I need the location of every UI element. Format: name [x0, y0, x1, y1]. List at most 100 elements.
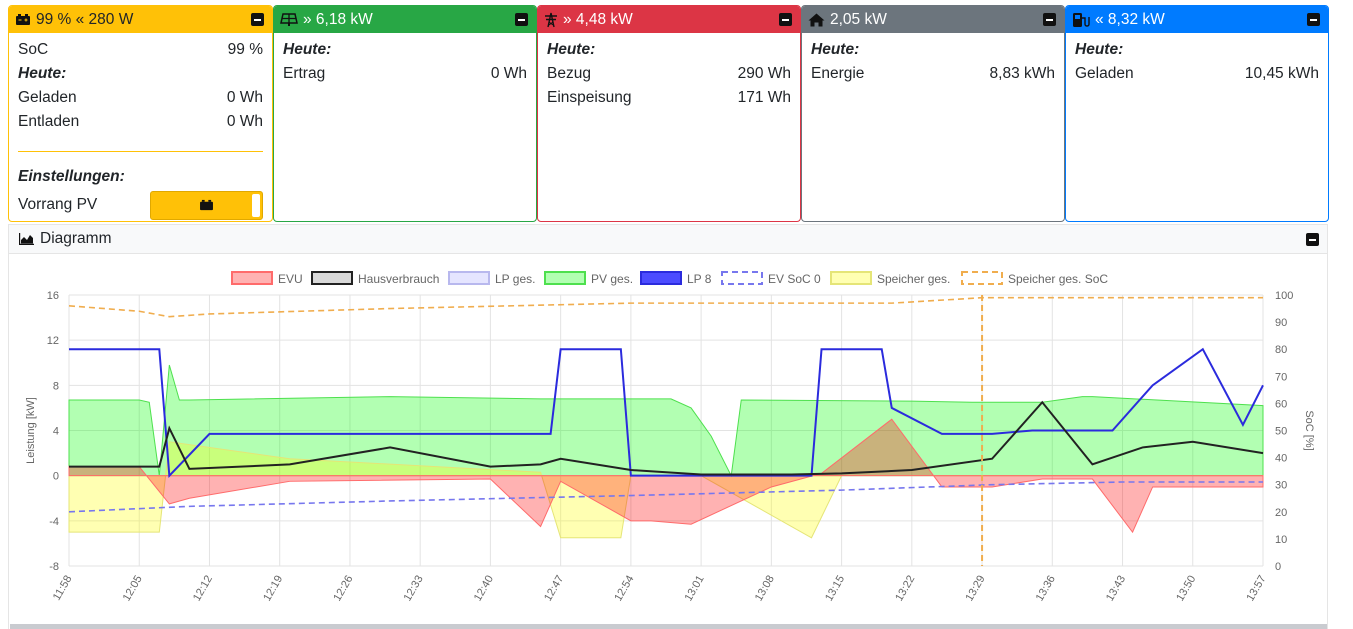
today-heading: Heute: [811, 41, 860, 58]
y-right-tick-label: 10 [1275, 534, 1287, 546]
y-left-tick-label: 4 [53, 426, 59, 438]
chart-area-icon [19, 233, 34, 245]
priority-toggle-button[interactable] [150, 190, 263, 220]
series-line-ev-soc-0 [68, 481, 1263, 513]
y-right-axis-label: SoC [%] [1303, 410, 1315, 450]
yield-label: Ertrag [283, 65, 326, 82]
soc-value: 99 % [227, 41, 263, 58]
series-area-speicher-ges- [68, 441, 1263, 539]
grid-header-text: » 4,48 kW [563, 10, 633, 28]
legend-swatch [448, 271, 490, 285]
minimize-icon[interactable] [515, 13, 528, 26]
minimize-icon[interactable] [1043, 13, 1056, 26]
pv-header-text: » 6,18 kW [303, 10, 373, 28]
legend-label: EVU [278, 272, 303, 286]
x-tick-label: 12:40 [472, 574, 496, 604]
import-label: Bezug [547, 65, 591, 82]
diagram-title: Diagramm [40, 230, 112, 247]
car-battery-icon [15, 13, 31, 26]
solar-panel-icon [280, 12, 298, 27]
y-right-tick-label: 70 [1275, 371, 1287, 383]
y-left-tick-label: 8 [53, 380, 59, 392]
x-tick-label: 12:12 [191, 574, 215, 604]
series-line-speicher-ges-soc [68, 296, 1263, 318]
divider [18, 151, 263, 152]
legend-swatch [311, 271, 353, 285]
charged-label: Geladen [18, 89, 77, 106]
x-tick-label: 12:19 [261, 574, 285, 604]
settings-heading: Einstellungen: [18, 168, 125, 185]
pv-card: » 6,18 kW Heute: Ertrag 0 Wh [273, 5, 537, 222]
legend-swatch [721, 271, 763, 285]
battery-header-text: 99 % « 280 W [36, 10, 134, 28]
y-right-tick-label: 30 [1275, 480, 1287, 492]
battery-card: 99 % « 280 W SoC 99 % Heute: Geladen 0 Wh … [8, 5, 273, 222]
y-left-tick-label: 16 [47, 290, 59, 302]
legend-swatch [640, 271, 682, 285]
energy-label: Energie [811, 65, 865, 82]
discharged-value: 0 Wh [226, 113, 263, 130]
x-tick-label: 12:54 [612, 574, 636, 604]
chart-series [68, 295, 1264, 566]
today-heading: Heute: [547, 41, 596, 58]
charging-station-icon [1072, 12, 1090, 28]
series-area-pv-ges- [68, 364, 1264, 478]
grid-card-header[interactable]: » 4,48 kW [538, 6, 800, 33]
today-heading: Heute: [1075, 41, 1124, 58]
house-card: 2,05 kW Heute: Energie 8,83 kWh [801, 5, 1065, 222]
x-tick-label: 12:26 [331, 574, 355, 604]
x-tick-label: 11:58 [51, 574, 75, 603]
house-header-text: 2,05 kW [830, 10, 887, 28]
chargepoint-card-header[interactable]: « 8,32 kW [1066, 6, 1328, 33]
charged-value: 10,45 kWh [1244, 65, 1319, 82]
charged-label: Geladen [1075, 65, 1134, 82]
battery-card-header[interactable]: 99 % « 280 W [9, 6, 272, 33]
minimize-icon[interactable] [1306, 232, 1319, 246]
diagram-panel: Diagramm [8, 224, 1328, 629]
x-tick-label: 12:33 [402, 574, 426, 604]
y-right-tick-label: 100 [1275, 290, 1293, 302]
power-pylon-icon [544, 12, 558, 28]
x-tick-label: 13:43 [1104, 574, 1128, 604]
chargepoint-card: « 8,32 kW Heute: Geladen 10,45 kWh [1065, 5, 1329, 222]
x-tick-label: 13:22 [893, 574, 917, 604]
horizontal-scrollbar[interactable] [10, 624, 1327, 629]
legend-label: LP ges. [495, 272, 535, 286]
y-right-tick-label: 50 [1275, 426, 1287, 438]
y-right-tick-label: 90 [1275, 317, 1287, 329]
diagram-header[interactable]: Diagramm [9, 225, 1327, 254]
today-heading: Heute: [18, 65, 67, 82]
house-card-header[interactable]: 2,05 kW [802, 6, 1064, 33]
legend-label: LP 8 [687, 272, 712, 286]
legend-swatch [830, 271, 872, 285]
x-tick-label: 13:57 [1244, 574, 1268, 604]
legend-label: PV ges. [591, 272, 633, 286]
y-left-tick-label: 12 [47, 335, 59, 347]
y-right-tick-label: 20 [1275, 507, 1287, 519]
series-area-evu [68, 418, 1264, 534]
minimize-icon[interactable] [251, 13, 264, 26]
charged-value: 0 Wh [226, 89, 263, 106]
x-tick-label: 13:15 [823, 574, 847, 604]
chargepoint-header-text: « 8,32 kW [1095, 10, 1165, 28]
today-heading: Heute: [283, 41, 332, 58]
chart-legend[interactable]: EVU Hausverbrauch LP ges. PV ges. LP 8 EV SoC… [231, 271, 1108, 286]
x-tick-label: 13:50 [1174, 574, 1198, 604]
y-left-axis-label: Leistung [kW] [25, 397, 37, 464]
legend-label: Speicher ges. [877, 272, 950, 286]
minimize-icon[interactable] [779, 13, 792, 26]
pv-card-header[interactable]: » 6,18 kW [274, 6, 536, 33]
y-left-tick-label: -8 [49, 561, 59, 573]
home-icon [808, 13, 825, 27]
x-tick-label: 13:29 [963, 574, 987, 604]
priority-label: Vorrang PV [18, 196, 98, 213]
x-tick-label: 12:05 [121, 574, 145, 604]
series-line-lp-8 [69, 347, 1264, 478]
y-right-tick-label: 80 [1275, 344, 1287, 356]
grid-card: » 4,48 kW Heute: Bezug 290 Wh Einspeisung… [537, 5, 801, 222]
legend-swatch [231, 271, 273, 285]
minimize-icon[interactable] [1307, 13, 1320, 26]
legend-label: Hausverbrauch [358, 272, 439, 286]
soc-label: SoC [18, 41, 49, 58]
legend-swatch [961, 271, 1003, 285]
